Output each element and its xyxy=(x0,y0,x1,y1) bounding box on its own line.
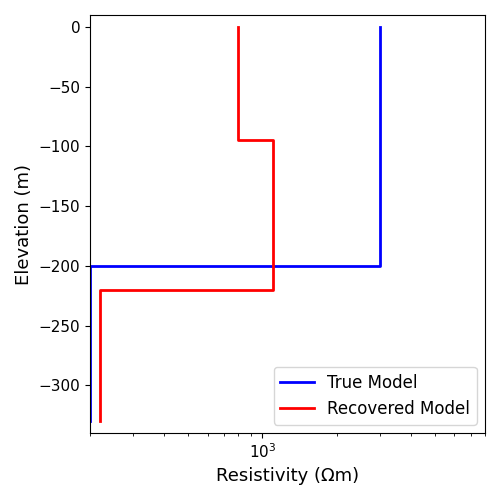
Y-axis label: Elevation (m): Elevation (m) xyxy=(15,164,33,284)
True Model xyxy=(87,418,93,424)
True Model xyxy=(377,263,383,269)
Line: Recovered Model: Recovered Model xyxy=(100,27,272,421)
Recovered Model xyxy=(236,24,242,30)
True Model xyxy=(377,144,383,150)
X-axis label: Resistivity (Ωm): Resistivity (Ωm) xyxy=(216,467,359,485)
True Model xyxy=(377,24,383,30)
True Model xyxy=(87,263,93,269)
Line: True Model: True Model xyxy=(90,27,380,421)
True Model xyxy=(377,144,383,150)
Legend: True Model, Recovered Model: True Model, Recovered Model xyxy=(274,367,476,424)
Recovered Model xyxy=(270,138,276,143)
Recovered Model xyxy=(97,286,103,292)
Recovered Model xyxy=(270,286,276,292)
Recovered Model xyxy=(236,138,242,143)
Recovered Model xyxy=(97,418,103,424)
